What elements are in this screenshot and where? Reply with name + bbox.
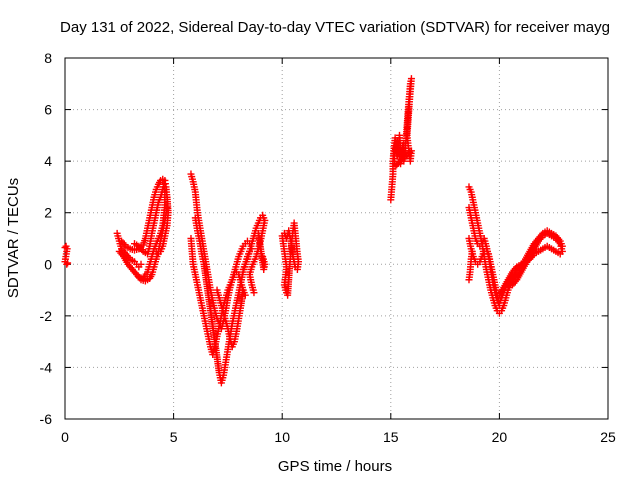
x-tick-label: 0 xyxy=(61,429,69,445)
grid xyxy=(65,58,608,419)
plot-area-border xyxy=(64,57,609,420)
data-point-marker xyxy=(558,247,566,255)
y-tick-label: -2 xyxy=(40,308,53,324)
y-tick-label: 2 xyxy=(44,205,52,221)
data-point-marker xyxy=(64,259,72,267)
y-tick-label: -4 xyxy=(40,359,53,375)
x-axis-title: GPS time / hours xyxy=(278,458,392,475)
y-tick-labels: -6 -4 -2 0 2 4 6 8 xyxy=(40,50,53,427)
data-point-marker xyxy=(250,289,258,297)
x-tick-label: 20 xyxy=(492,429,508,445)
data-point-marker xyxy=(135,273,143,281)
data-point-marker xyxy=(400,139,408,147)
data-points xyxy=(61,75,566,387)
data-point-marker xyxy=(137,260,145,268)
data-point-marker xyxy=(495,302,503,310)
data-point-marker xyxy=(468,247,476,255)
y-tick-label: 4 xyxy=(44,153,52,169)
data-point-marker xyxy=(406,148,414,156)
y-tick-label: 8 xyxy=(44,50,52,66)
y-tick-label: 0 xyxy=(44,256,52,272)
y-axis-title: SDTVAR / TECUs xyxy=(5,178,22,298)
data-point-marker xyxy=(280,229,288,237)
data-point-marker xyxy=(239,286,247,294)
y-tick-label: -6 xyxy=(40,411,53,427)
data-point-marker xyxy=(404,150,412,158)
data-point-marker xyxy=(403,151,411,159)
y-tick-label: 6 xyxy=(44,102,52,118)
x-tick-label: 25 xyxy=(600,429,616,445)
data-point-marker xyxy=(407,147,415,155)
x-tick-labels: 0 5 10 15 20 25 xyxy=(61,429,616,445)
x-tick-label: 15 xyxy=(383,429,399,445)
axis-ticks xyxy=(64,57,609,420)
x-tick-label: 10 xyxy=(274,429,290,445)
x-tick-label: 5 xyxy=(170,429,178,445)
chart-title: Day 131 of 2022, Sidereal Day-to-day VTE… xyxy=(60,19,610,36)
data-point-marker xyxy=(63,260,71,268)
data-point-marker xyxy=(255,235,263,242)
